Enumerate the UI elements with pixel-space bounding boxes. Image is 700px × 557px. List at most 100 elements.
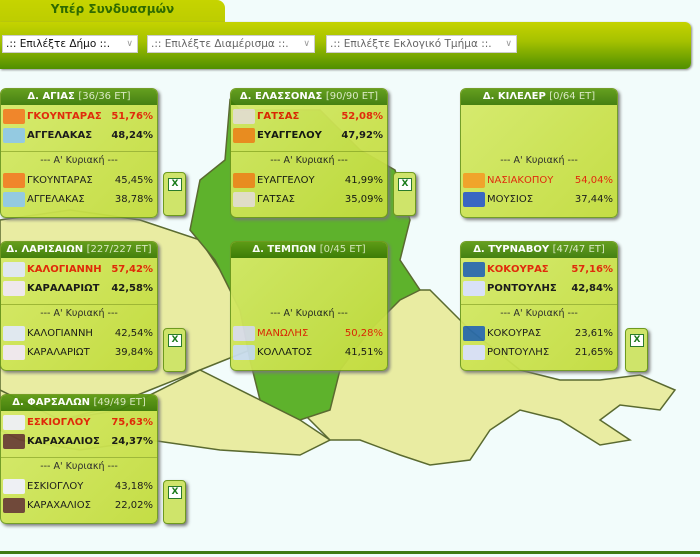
select-value: .:: Επιλέξτε Διαμέρισμα ::. (151, 38, 289, 50)
panel-header[interactable]: Δ. ΚΙΛΕΛΕΡ [0/64 ΕΤ] (461, 89, 617, 105)
party-logo-icon (463, 173, 485, 188)
export-excel-button[interactable]: X (393, 172, 416, 216)
party-logo-icon (463, 326, 485, 341)
excel-icon: X (168, 334, 182, 347)
candidate-percent: 38,78% (114, 194, 153, 205)
first-round-label: --- Α' Κυριακή --- (40, 308, 118, 319)
candidate-row: ΓΚΟΥΝΤΑΡΑΣ 45,45% (3, 172, 153, 189)
station-count: [90/90 ΕΤ] (325, 91, 379, 102)
panel-header[interactable]: Δ. ΑΓΙΑΣ [36/36 ΕΤ] (1, 89, 157, 105)
export-excel-button[interactable]: X (163, 328, 186, 372)
station-count: [49/49 ΕΤ] (93, 397, 146, 408)
candidate-row: ΚΟΛΛΑΤΟΣ 41,51% (233, 344, 383, 361)
candidate-name: ΕΥΑΓΓΕΛΟΥ (257, 175, 315, 186)
candidate-name: ΜΟΥΣΙΟΣ (487, 194, 534, 205)
candidate-row: ΝΑΣΙΑΚΟΠΟΥ 54,04% (463, 172, 613, 189)
candidate-percent: 39,84% (114, 347, 153, 358)
candidate-name: ΚΑΡΑΧΑΛΙΟΣ (27, 436, 100, 447)
district-select[interactable]: .:: Επιλέξτε Διαμέρισμα ::. ∨ (147, 35, 315, 53)
tab-party-results[interactable]: Υπέρ Συνδυασμών (0, 0, 225, 24)
candidate-name: ΕΣΚΙΟΓΛΟΥ (27, 481, 84, 492)
municipality-name: Δ. ΦΑΡΣΑΛΩΝ (12, 397, 91, 408)
party-logo-icon (463, 345, 485, 360)
candidate-percent: 21,65% (574, 347, 613, 358)
first-round-label: --- Α' Κυριακή --- (40, 461, 118, 472)
candidate-name: ΚΑΛΟΓΙΑΝΝΗ (27, 328, 93, 339)
candidate-row: ΑΓΓΕΛΑΚΑΣ 38,78% (3, 191, 153, 208)
candidate-name: ΝΑΣΙΑΚΟΠΟΥ (487, 175, 554, 186)
excel-icon: X (630, 334, 644, 347)
candidate-row: ΚΑΡΑΛΑΡΙΩΤ 39,84% (3, 344, 153, 361)
party-logo-icon (233, 109, 255, 124)
candidate-row: ΕΥΑΓΓΕΛΟΥ 41,99% (233, 172, 383, 189)
candidate-row: ΚΟΚΟΥΡΑΣ 23,61% (463, 325, 613, 342)
divider (231, 151, 387, 152)
polling-station-select[interactable]: .:: Επιλέξτε Εκλογικό Τμήμα ::. ∨ (326, 35, 517, 53)
export-excel-button[interactable]: X (163, 172, 186, 216)
panel-header[interactable]: Δ. ΦΑΡΣΑΛΩΝ [49/49 ΕΤ] (1, 395, 157, 411)
party-logo-icon (463, 192, 485, 207)
candidate-name: ΚΟΛΛΑΤΟΣ (257, 347, 313, 358)
municipality-name: Δ. ΚΙΛΕΛΕΡ (482, 91, 546, 102)
party-logo-icon (233, 128, 255, 143)
candidate-percent: 41,99% (344, 175, 383, 186)
party-logo-icon (3, 192, 25, 207)
chevron-down-icon: ∨ (303, 39, 310, 49)
candidate-name: ΓΚΟΥΝΤΑΡΑΣ (27, 111, 102, 122)
party-logo-icon (3, 434, 25, 449)
station-count: [47/47 ΕΤ] (552, 244, 605, 255)
candidate-name: ΚΑΡΑΧΑΛΙΟΣ (27, 500, 91, 511)
panel-header[interactable]: Δ. ΛΑΡΙΣΑΙΩΝ [227/227 ΕΤ] (1, 242, 157, 258)
municipality-panel: Δ. ΛΑΡΙΣΑΙΩΝ [227/227 ΕΤ] ΚΑΛΟΓΙΑΝΝΗ 57,42… (0, 241, 158, 371)
candidate-percent: 57,42% (111, 264, 153, 275)
candidate-percent: 54,04% (574, 175, 613, 186)
station-count: [0/45 ΕΤ] (319, 244, 366, 255)
candidate-row: ΚΑΛΟΓΙΑΝΝΗ 57,42% (3, 261, 153, 278)
panel-header[interactable]: Δ. ΤΥΡΝΑΒΟΥ [47/47 ΕΤ] (461, 242, 617, 258)
candidate-row: ΕΥΑΓΓΕΛΟΥ 47,92% (233, 127, 383, 144)
candidate-percent: 42,58% (111, 283, 153, 294)
municipality-name: Δ. ΑΓΙΑΣ (27, 91, 75, 102)
candidate-row: ΜΟΥΣΙΟΣ 37,44% (463, 191, 613, 208)
candidate-name: ΡΟΝΤΟΥΛΗΣ (487, 283, 557, 294)
candidate-row: ΓΚΟΥΝΤΑΡΑΣ 51,76% (3, 108, 153, 125)
candidate-percent: 75,63% (111, 417, 153, 428)
candidate-percent: 23,61% (574, 328, 613, 339)
municipality-select[interactable]: .:: Επιλέξτε Δήμο ::. ∨ (2, 35, 138, 53)
party-logo-icon (3, 109, 25, 124)
divider (1, 304, 157, 305)
panel-header[interactable]: Δ. ΕΛΑΣΣΟΝΑΣ [90/90 ΕΤ] (231, 89, 387, 105)
station-count: [0/64 ΕΤ] (549, 91, 596, 102)
candidate-percent: 35,09% (344, 194, 383, 205)
candidate-row: ΚΟΚΟΥΡΑΣ 57,16% (463, 261, 613, 278)
candidate-row: ΚΑΡΑΧΑΛΙΟΣ 22,02% (3, 497, 153, 514)
export-excel-button[interactable]: X (163, 480, 186, 524)
candidate-name: ΡΟΝΤΟΥΛΗΣ (487, 347, 550, 358)
candidate-percent: 24,37% (111, 436, 153, 447)
candidate-name: ΚΟΚΟΥΡΑΣ (487, 264, 549, 275)
divider (461, 304, 617, 305)
party-logo-icon (3, 498, 25, 513)
party-logo-icon (3, 262, 25, 277)
candidate-name: ΕΣΚΙΟΓΛΟΥ (27, 417, 91, 428)
municipality-panel: Δ. ΚΙΛΕΛΕΡ [0/64 ΕΤ] --- Α' Κυριακή --- ΝΑ… (460, 88, 618, 218)
candidate-row: ΑΓΓΕΛΑΚΑΣ 48,24% (3, 127, 153, 144)
party-logo-icon (3, 128, 25, 143)
candidate-name: ΓΑΤΣΑΣ (257, 194, 295, 205)
candidate-row: ΚΑΛΟΓΙΑΝΝΗ 42,54% (3, 325, 153, 342)
candidate-row: ΡΟΝΤΟΥΛΗΣ 42,84% (463, 280, 613, 297)
first-round-label: --- Α' Κυριακή --- (270, 308, 348, 319)
candidate-row: ΕΣΚΙΟΓΛΟΥ 43,18% (3, 478, 153, 495)
candidate-percent: 52,08% (341, 111, 383, 122)
divider (1, 151, 157, 152)
party-logo-icon (233, 192, 255, 207)
party-logo-icon (233, 173, 255, 188)
excel-icon: X (168, 486, 182, 499)
party-logo-icon (3, 479, 25, 494)
party-logo-icon (463, 262, 485, 277)
party-logo-icon (233, 345, 255, 360)
export-excel-button[interactable]: X (625, 328, 648, 372)
candidate-name: ΑΓΓΕΛΑΚΑΣ (27, 194, 85, 205)
panel-header[interactable]: Δ. ΤΕΜΠΩΝ [0/45 ΕΤ] (231, 242, 387, 258)
candidate-percent: 48,24% (111, 130, 153, 141)
